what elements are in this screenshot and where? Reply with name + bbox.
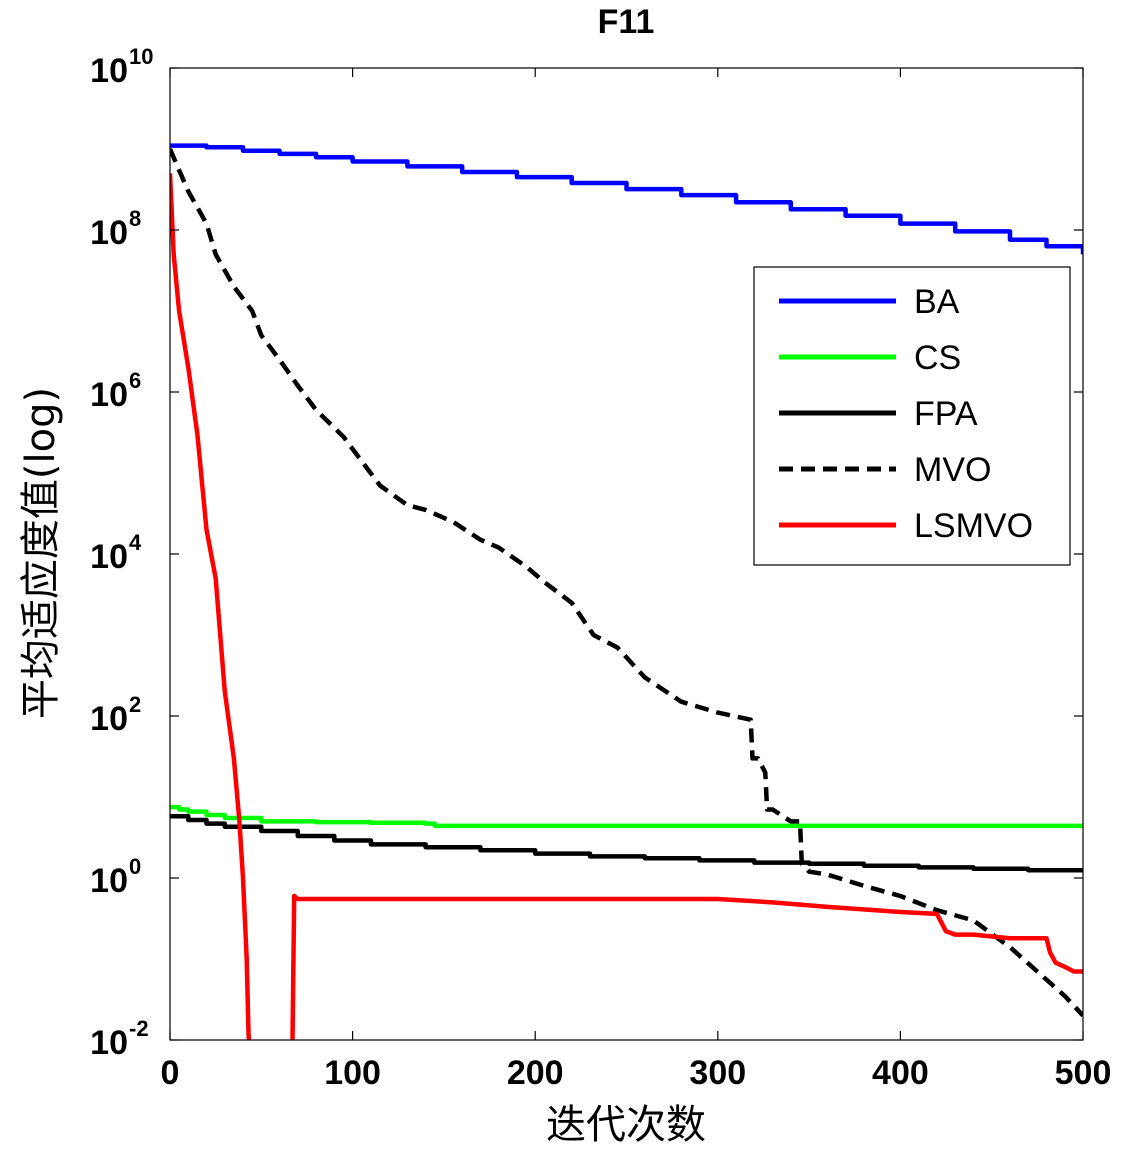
x-tick-label: 400 bbox=[872, 1054, 929, 1092]
y-tick-exponent: 0 bbox=[129, 854, 141, 879]
legend-label-lsmvo: LSMVO bbox=[914, 507, 1033, 545]
y-tick-exponent: -2 bbox=[129, 1016, 149, 1041]
y-axis-label: 平均适应度值(log) bbox=[18, 387, 64, 719]
series-line-cs bbox=[170, 804, 1083, 829]
y-tick-label: 10 bbox=[90, 538, 128, 576]
y-tick-exponent: 8 bbox=[129, 206, 141, 231]
series-layer bbox=[170, 143, 1083, 1040]
x-tick-label: 300 bbox=[689, 1054, 746, 1092]
y-tick-exponent: 2 bbox=[129, 692, 141, 717]
y-tick-label: 10 bbox=[90, 700, 128, 738]
legend-box bbox=[753, 266, 1071, 566]
legend-items: BA CS FPA MVO LSMVO bbox=[779, 283, 1033, 545]
y-tick-label: 10 bbox=[90, 1024, 128, 1062]
series-line-mvo bbox=[170, 148, 1083, 1018]
series-line-ba bbox=[170, 143, 1083, 255]
legend-label-mvo: MVO bbox=[914, 451, 991, 489]
y-tick-label: 10 bbox=[90, 376, 128, 414]
legend-label-ba: BA bbox=[914, 283, 960, 321]
legend-label-fpa: FPA bbox=[914, 395, 978, 433]
x-tick-label: 500 bbox=[1055, 1054, 1112, 1092]
x-tick-label: 0 bbox=[161, 1054, 180, 1092]
y-tick-exponent: 10 bbox=[129, 44, 153, 69]
series-line-fpa bbox=[170, 813, 1083, 873]
y-tick-exponent: 6 bbox=[129, 368, 141, 393]
x-tick-label: 100 bbox=[324, 1054, 381, 1092]
series-line-lsmvo bbox=[170, 173, 1083, 1040]
legend: BA CS FPA MVO LSMVO bbox=[753, 266, 1071, 566]
x-axis-ticks: 0 100 200 300 400 500 bbox=[161, 68, 1112, 1092]
legend-label-cs: CS bbox=[914, 339, 961, 377]
x-axis-label: 迭代次数 bbox=[546, 1102, 706, 1148]
x-tick-label: 200 bbox=[507, 1054, 564, 1092]
chart-title: F11 bbox=[598, 3, 655, 41]
y-tick-label: 10 bbox=[90, 214, 128, 252]
y-tick-label: 10 bbox=[90, 52, 128, 90]
y-tick-label: 10 bbox=[90, 862, 128, 900]
y-tick-exponent: 4 bbox=[129, 530, 142, 555]
